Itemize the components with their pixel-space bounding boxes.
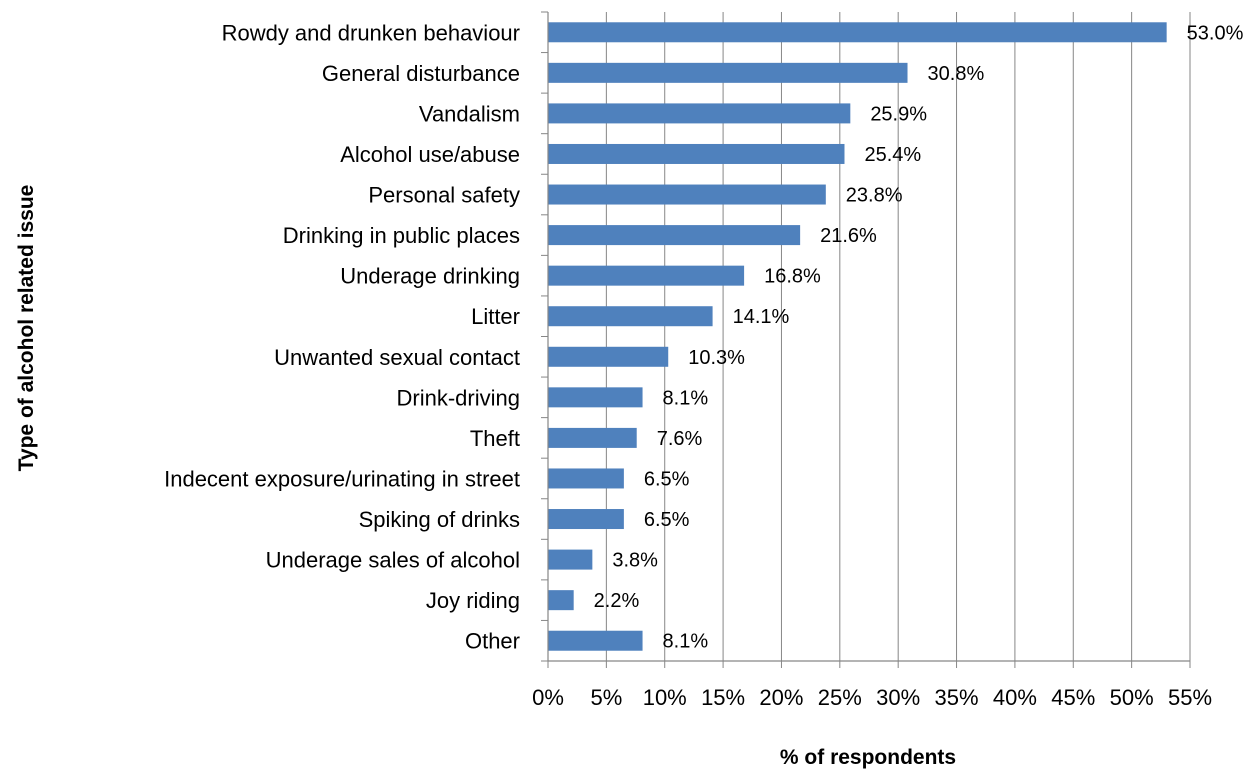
- category-label: General disturbance: [322, 61, 520, 86]
- bar: [548, 590, 574, 611]
- category-label: Theft: [470, 426, 520, 451]
- bars: [548, 22, 1167, 651]
- x-tick-label: 50%: [1110, 685, 1154, 710]
- x-tick-label: 25%: [818, 685, 862, 710]
- bar: [548, 509, 624, 530]
- data-label: 7.6%: [657, 428, 703, 450]
- x-tick-label: 0%: [532, 685, 564, 710]
- x-tick-label: 35%: [935, 685, 979, 710]
- data-label: 6.5%: [644, 468, 690, 490]
- x-tick-label: 10%: [643, 685, 687, 710]
- category-label: Unwanted sexual contact: [274, 345, 520, 370]
- category-label: Joy riding: [426, 588, 520, 613]
- y-axis-title: Type of alcohol related issue: [15, 185, 38, 472]
- bar: [548, 549, 593, 570]
- data-label: 8.1%: [663, 631, 709, 653]
- data-label: 16.8%: [764, 266, 821, 288]
- bar: [548, 387, 643, 408]
- data-label: 21.6%: [820, 225, 877, 247]
- category-label: Other: [465, 629, 520, 654]
- bar: [548, 62, 908, 83]
- data-label: 2.2%: [594, 590, 640, 612]
- bar: [548, 468, 624, 489]
- data-labels: 53.0% 30.8%25.9% 25.4% 23.8% 21.6% 16.8% 14.1%…: [594, 22, 1244, 652]
- category-label: Vandalism: [419, 101, 520, 126]
- category-label: Litter: [471, 304, 520, 329]
- bar: [548, 143, 845, 164]
- x-axis-title: % of respondents: [780, 746, 956, 769]
- bar: [548, 103, 851, 124]
- bar: [548, 225, 801, 246]
- category-label: Alcohol use/abuse: [340, 142, 520, 167]
- x-tick-label: 40%: [993, 685, 1037, 710]
- x-tick-label: 15%: [701, 685, 745, 710]
- data-label: 25.4%: [864, 144, 921, 166]
- data-label: 10.3%: [688, 347, 745, 369]
- x-tick-labels: 0% 5% 10% 15% 20% 25% 30% 35% 40% 45% 50% 55%: [532, 685, 1212, 710]
- bar: [548, 184, 826, 205]
- bar: [548, 306, 713, 327]
- category-label: Underage sales of alcohol: [266, 548, 520, 573]
- x-tick-label: 20%: [759, 685, 803, 710]
- bar: [548, 346, 669, 367]
- category-label: Personal safety: [368, 183, 520, 208]
- category-label: Underage drinking: [340, 264, 520, 289]
- category-label: Drinking in public places: [283, 223, 520, 248]
- x-tick-label: 55%: [1168, 685, 1212, 710]
- bar: [548, 22, 1167, 43]
- category-label: Rowdy and drunken behaviour: [222, 20, 520, 45]
- x-tick-label: 30%: [876, 685, 920, 710]
- category-label: Spiking of drinks: [359, 507, 520, 532]
- category-label: Drink-driving: [397, 385, 520, 410]
- bar: [548, 265, 745, 286]
- data-label: 53.0%: [1187, 22, 1244, 44]
- category-label: Indecent exposure/urinating in street: [164, 466, 520, 491]
- bar: [548, 427, 637, 448]
- x-tick-label: 5%: [590, 685, 622, 710]
- axes: [541, 11, 1191, 668]
- data-label: 14.1%: [733, 306, 790, 328]
- data-label: 3.8%: [612, 550, 658, 572]
- data-label: 25.9%: [870, 103, 927, 125]
- data-label: 30.8%: [928, 63, 985, 85]
- data-label: 8.1%: [663, 387, 709, 409]
- bar: [548, 630, 643, 651]
- category-labels: Rowdy and drunken behaviour General distu…: [164, 20, 520, 653]
- x-tick-label: 45%: [1051, 685, 1095, 710]
- data-label: 23.8%: [846, 185, 903, 207]
- data-label: 6.5%: [644, 509, 690, 531]
